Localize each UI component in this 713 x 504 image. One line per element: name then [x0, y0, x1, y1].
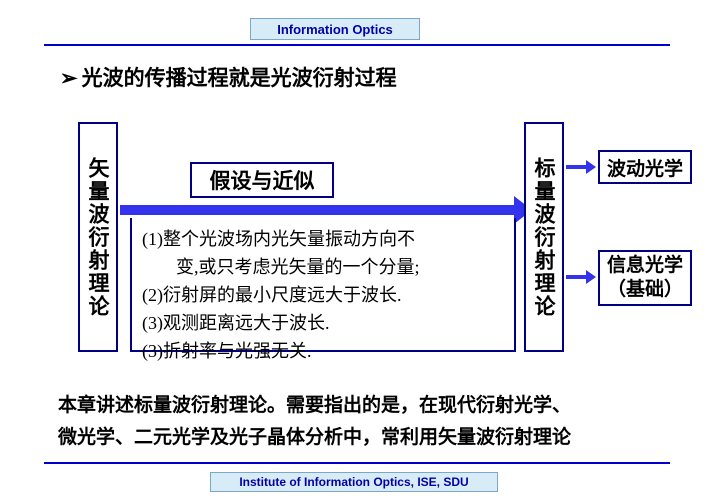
bottom-rule	[44, 462, 670, 464]
small-arrow-2-head-icon	[586, 270, 596, 284]
assumption-title: 假设与近似	[210, 165, 315, 195]
assumption-title-box: 假设与近似	[190, 162, 334, 198]
assumption-list-box: (1)整个光波场内光矢量振动方向不 变,或只考虑光矢量的一个分量; (2)衍射屏…	[130, 218, 516, 352]
footer-text: Institute of Information Optics, ISE, SD…	[239, 475, 468, 489]
result-2-line1: 信息光学	[607, 254, 683, 278]
header-bar: Information Optics	[250, 18, 420, 40]
result-box-1: 波动光学	[598, 150, 692, 184]
result-2-line2: （基础）	[607, 278, 683, 302]
right-theory-label: 标量波衍射理论	[529, 157, 559, 318]
top-rule	[44, 44, 670, 46]
left-theory-box: 矢量波衍射理论	[78, 122, 118, 352]
assumption-item-1b: 变,或只考虑光矢量的一个分量;	[142, 254, 508, 282]
chevron-icon: ➢	[60, 67, 78, 90]
conclusion-text: 本章讲述标量波衍射理论。需要指出的是，在现代衍射光学、 微光学、二元光学及光子晶…	[58, 390, 658, 455]
small-arrow-2-shaft	[566, 275, 588, 279]
conclusion-line2: 微光学、二元光学及光子晶体分析中，常利用矢量波衍射理论	[58, 422, 658, 454]
main-statement: ➢光波的传播过程就是光波衍射过程	[60, 62, 397, 92]
result-1-label: 波动光学	[607, 154, 683, 181]
assumption-item-1a: (1)整个光波场内光矢量振动方向不	[142, 226, 508, 254]
header-title: Information Optics	[277, 22, 393, 37]
assumption-item-2: (2)衍射屏的最小尺度远大于波长.	[142, 282, 508, 310]
result-box-2: 信息光学 （基础）	[598, 250, 692, 306]
right-theory-box: 标量波衍射理论	[524, 122, 564, 352]
main-statement-text: 光波的传播过程就是光波衍射过程	[82, 66, 397, 90]
small-arrow-1-head-icon	[586, 160, 596, 174]
assumption-item-3: (3)观测距离远大于波长.	[142, 310, 508, 338]
conclusion-line1: 本章讲述标量波衍射理论。需要指出的是，在现代衍射光学、	[58, 390, 658, 422]
left-theory-label: 矢量波衍射理论	[83, 157, 113, 318]
small-arrow-1-shaft	[566, 165, 588, 169]
footer-bar: Institute of Information Optics, ISE, SD…	[210, 472, 498, 492]
assumption-item-4: (3)折射率与光强无关.	[142, 338, 508, 366]
main-arrow-shaft	[120, 205, 516, 215]
